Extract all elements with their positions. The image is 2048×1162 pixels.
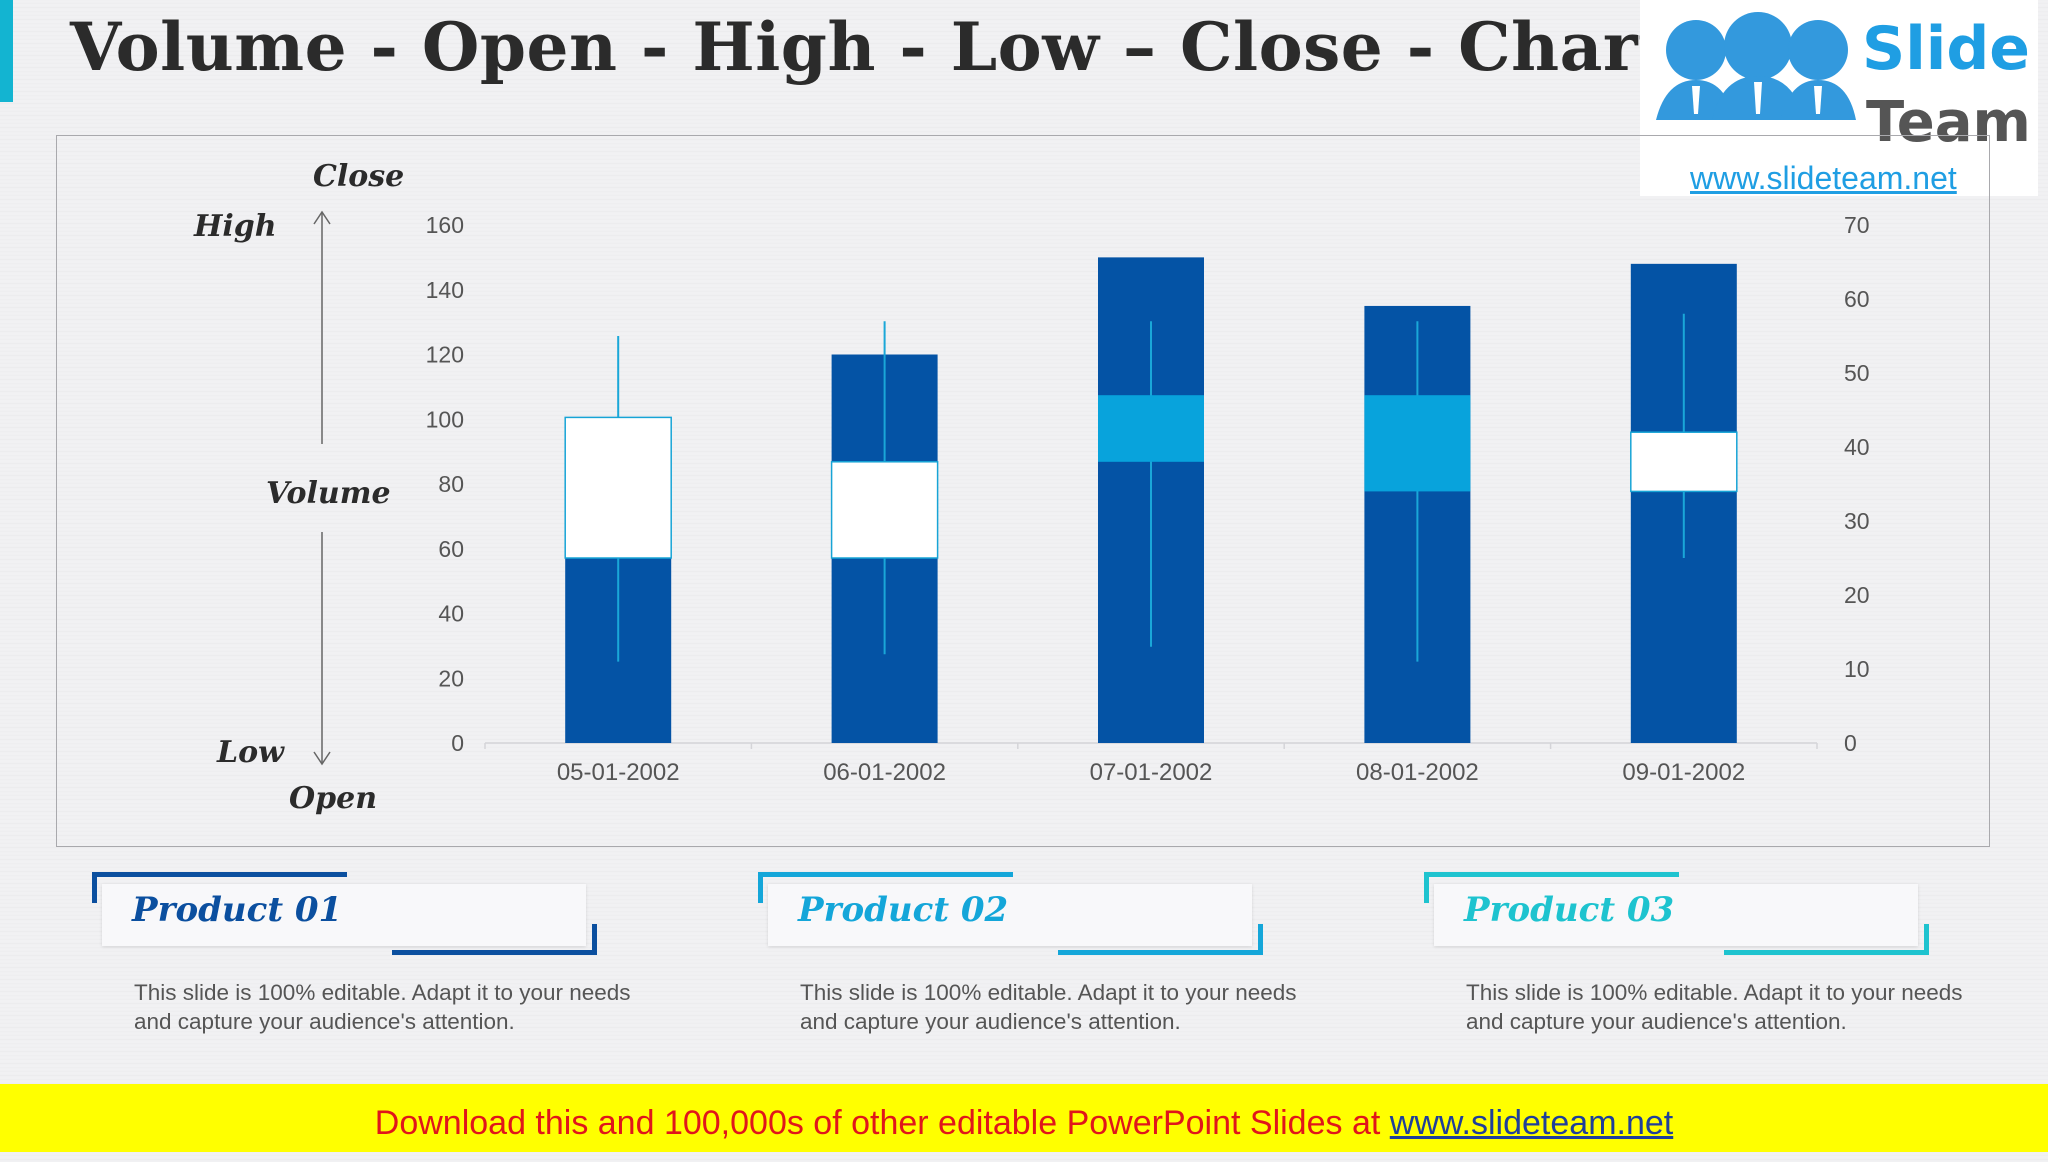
left-axis-tick-label: 80 [438,471,464,497]
axis-legend-high: High [193,209,277,244]
right-axis-tick-label: 30 [1844,508,1870,534]
candlestick-volume-chart: Close High Volume Low Open 0204060801001… [193,159,1870,816]
product-02-description: This slide is 100% editable. Adapt it to… [800,980,1297,1034]
axis-legend-close: Close [313,159,404,194]
logo-url-link[interactable]: www.slideteam.net [1690,160,1957,196]
product-03-card [1434,884,1918,946]
product-02-corner-bottom [1058,924,1263,955]
left-axis-tick-label: 20 [438,665,464,691]
left-axis-tick-label: 160 [426,212,464,238]
candle-body-up [830,461,939,559]
candle-body-down [1098,395,1204,462]
right-axis-tick-label: 20 [1844,582,1870,608]
product-03-corner-top [1424,872,1679,903]
product-01-box: Product 01 [92,872,612,955]
candle-body-down [1364,395,1471,492]
logo-word-slide: Slide [1862,14,2030,84]
product-02-corner-top [758,872,1013,903]
slideteam-logo[interactable]: Slide Team www.slideteam.net [1640,0,2038,196]
x-axis-category-label: 09-01-2002 [1622,759,1745,786]
right-axis-tick-label: 10 [1844,656,1870,682]
left-axis-tick-label: 0 [451,730,464,756]
candle-body-up [564,416,672,559]
product-01-title: Product 01 [132,890,343,930]
title-accent-bar [0,0,13,102]
x-axis-category-label: 06-01-2002 [823,759,946,786]
chart-panel: Close High Volume Low Open 0 20 40 60 80 100 1… [56,135,1990,847]
x-axis-category-label: 05-01-2002 [557,759,680,786]
product-03-title: Product 03 [1464,890,1675,930]
left-axis-tick-label: 100 [426,406,464,432]
right-axis-tick-label: 0 [1844,730,1857,756]
product-01-card [102,884,586,946]
axis-legend-volume: Volume [266,476,391,511]
down-arrow-icon [313,532,331,766]
right-axis-tick-label: 40 [1844,434,1870,460]
product-02-card [768,884,1252,946]
product-01-corner-bottom [392,924,597,955]
up-arrow-icon [313,210,331,444]
axis-legend-open: Open [289,781,377,816]
left-axis-tick-label: 40 [438,601,464,627]
left-axis-tick-label: 120 [426,342,464,368]
candle-body-up [1630,431,1738,493]
download-banner-link[interactable]: www.slideteam.net [1389,1104,1674,1142]
right-axis-tick-label: 70 [1844,212,1870,238]
download-banner: Download this and 100,000s of other edit… [0,1084,2048,1152]
axis-legend-low: Low [216,735,285,770]
product-01-description: This slide is 100% editable. Adapt it to… [134,980,631,1034]
product-03-corner-bottom [1724,924,1929,955]
right-axis-tick-label: 60 [1844,286,1870,312]
left-axis-tick-label: 60 [438,536,464,562]
right-axis-tick-label: 50 [1844,360,1870,386]
x-axis-category-label: 08-01-2002 [1356,759,1479,786]
left-axis-tick-label: 140 [426,277,464,303]
product-03-box: Product 03 [1424,872,1944,955]
page-title: Volume - Open - High - Low – Close - Cha… [70,8,1670,86]
x-axis-category-label: 07-01-2002 [1090,759,1213,786]
product-03-description: This slide is 100% editable. Adapt it to… [1466,980,1963,1034]
product-01-corner-top [92,872,347,903]
logo-word-team: Team [1866,90,2031,155]
product-02-title: Product 02 [798,890,1009,930]
download-banner-text: Download this and 100,000s of other edit… [374,1104,1390,1142]
people-logo-icon [1656,12,1856,120]
product-02-box: Product 02 [758,872,1278,955]
